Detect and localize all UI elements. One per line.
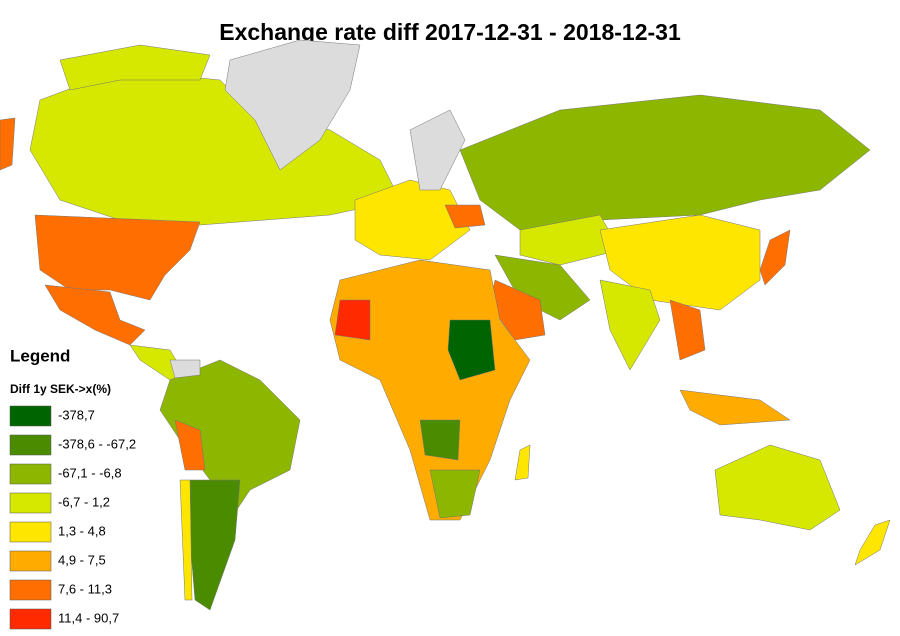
legend-swatch <box>9 550 52 572</box>
legend-label: 1,3 - 4,8 <box>58 523 106 538</box>
central-asia <box>519 214 621 266</box>
alaska <box>0 117 16 171</box>
southern-africa <box>429 469 481 519</box>
venezuela <box>169 359 201 379</box>
map-title: Exchange rate diff 2017-12-31 - 2018-12-… <box>219 19 681 45</box>
legend-swatch <box>9 434 52 456</box>
chile <box>179 479 193 601</box>
legend-subtitle: Diff 1y SEK->x(%) <box>10 382 111 396</box>
europe <box>354 179 471 261</box>
mauritania <box>334 299 371 341</box>
legend-title: Legend <box>10 346 70 365</box>
ukraine <box>444 204 486 229</box>
angola <box>419 419 461 461</box>
usa <box>34 214 201 301</box>
scandinavia <box>409 109 466 191</box>
greenland <box>224 39 361 171</box>
legend-swatch <box>9 579 52 601</box>
legend-label: -67,1 - -6,8 <box>58 465 122 480</box>
south-america <box>159 359 301 521</box>
legend-label: 7,6 - 11,3 <box>58 581 112 596</box>
legend-label: -378,6 - -67,2 <box>58 436 136 451</box>
new-zealand <box>854 519 891 566</box>
japan <box>759 229 791 286</box>
legend-swatch <box>9 492 52 514</box>
australia <box>714 444 841 531</box>
legend-label: -378,7 <box>58 407 95 422</box>
legend-swatch <box>9 608 52 630</box>
peru <box>174 419 206 471</box>
mexico <box>44 284 146 346</box>
legend-label: 4,9 - 7,5 <box>58 552 106 567</box>
legend-swatch <box>9 463 52 485</box>
legend-swatch <box>9 521 52 543</box>
southeast-asia <box>669 299 706 361</box>
legend-swatch <box>9 405 52 427</box>
sudan <box>447 319 496 381</box>
indonesia <box>679 389 791 426</box>
russia <box>459 94 871 231</box>
legend-label: 11,4 - 90,7 <box>58 610 119 625</box>
madagascar <box>514 444 531 481</box>
legend-label: -6,7 - 1,2 <box>58 494 110 509</box>
countries <box>0 39 891 611</box>
china <box>599 214 761 311</box>
india <box>599 279 661 371</box>
arctic-islands <box>59 44 211 91</box>
legend: Legend Diff 1y SEK->x(%) -378,7 -378,6 - … <box>9 346 136 630</box>
